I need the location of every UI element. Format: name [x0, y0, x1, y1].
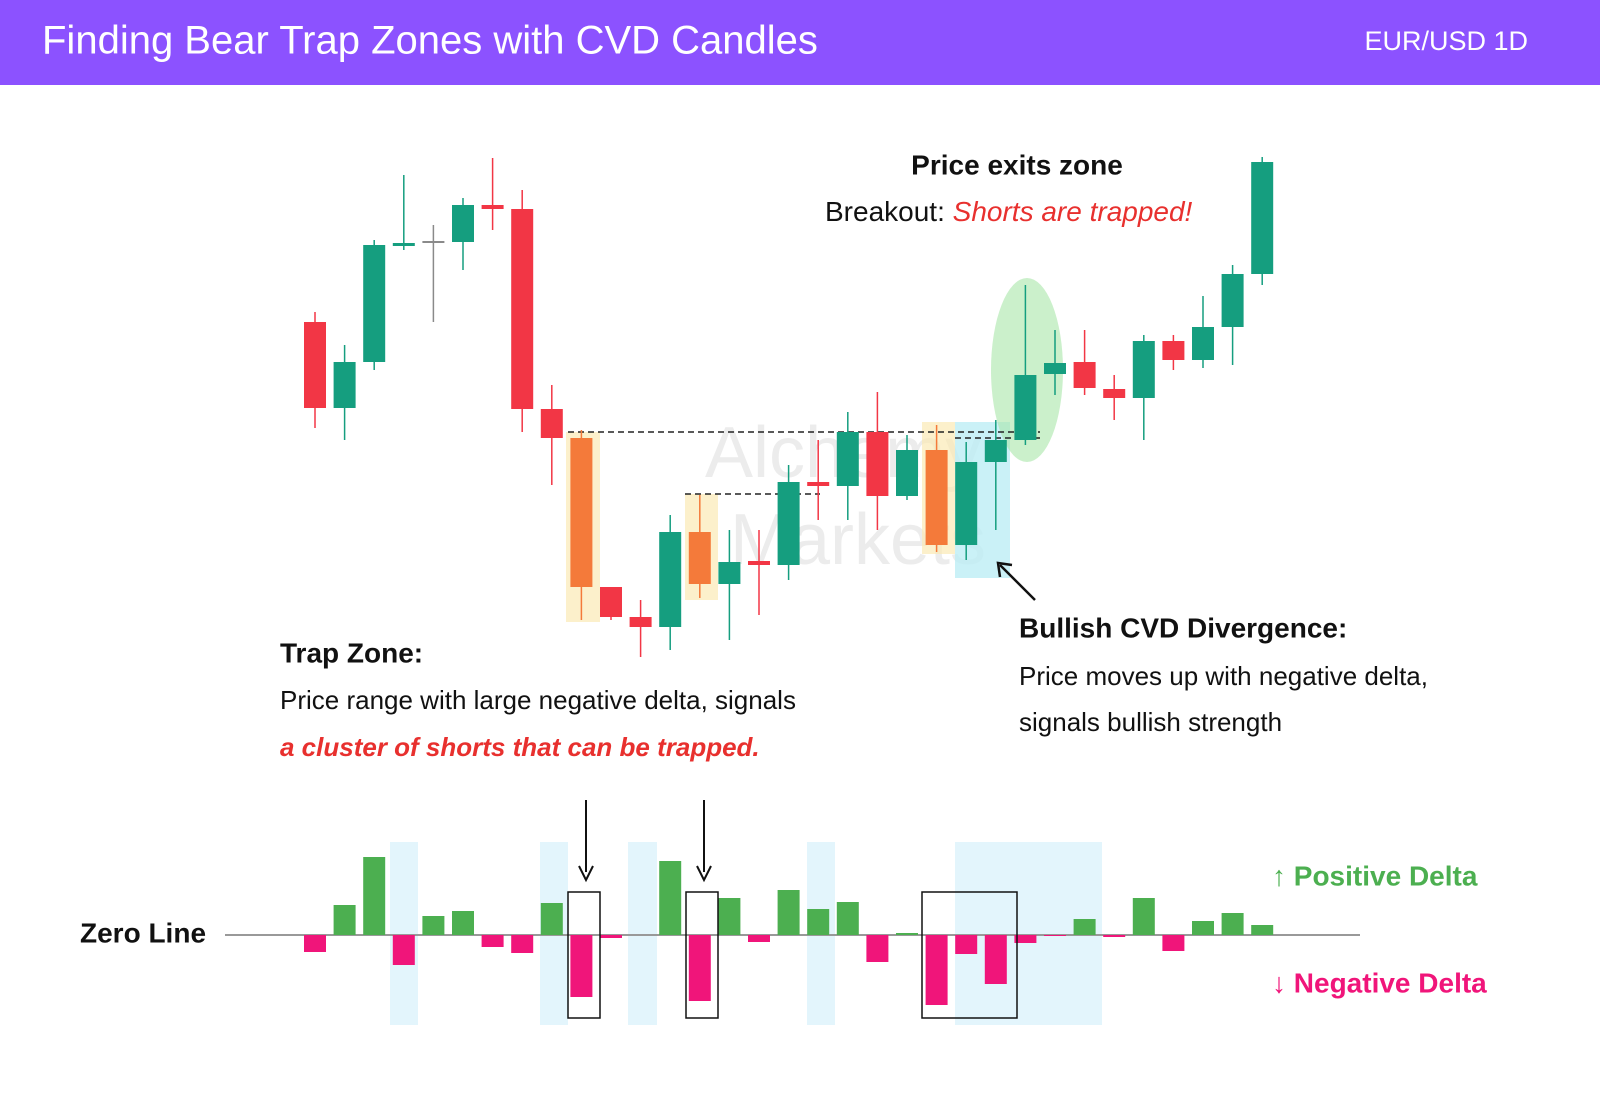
- annotation-emphasis: Shorts are trapped!: [953, 196, 1193, 227]
- delta-bar: [1221, 913, 1244, 935]
- delta-bar: [777, 890, 800, 935]
- arrow: [999, 564, 1036, 601]
- candle-body: [629, 617, 652, 627]
- candle-body: [1221, 274, 1244, 327]
- candle-body: [866, 432, 889, 496]
- delta-bar: [925, 935, 948, 1005]
- delta-bar: [748, 935, 770, 942]
- annotation-title: Price exits zone: [911, 149, 1123, 180]
- candle-body: [363, 245, 386, 362]
- overlays: [567, 561, 1036, 1019]
- marks: [225, 157, 1360, 1005]
- arrow-head: [578, 865, 594, 883]
- candle-body: [748, 561, 770, 565]
- arrow-head: [696, 865, 712, 883]
- delta-bar: [718, 898, 741, 935]
- delta-bar: [363, 857, 386, 935]
- candle-body: [481, 205, 504, 209]
- candle-body: [925, 450, 948, 545]
- candle-body: [659, 532, 682, 627]
- backgrounds: Alchemy Markets: [390, 278, 1102, 1025]
- delta-bar: [1192, 921, 1214, 935]
- candle-body: [718, 562, 741, 584]
- delta-bar: [1103, 935, 1126, 937]
- legend-positive: ↑ Positive Delta: [1272, 860, 1478, 891]
- delta-bar: [836, 902, 859, 935]
- legend-negative: ↓ Negative Delta: [1272, 967, 1487, 998]
- zero-line-label: Zero Line: [80, 917, 206, 948]
- delta-bar: [659, 861, 682, 935]
- delta-bar: [866, 935, 889, 962]
- delta-box: [921, 891, 1018, 1019]
- candle-body: [1044, 363, 1066, 374]
- delta-bar: [422, 916, 445, 935]
- delta-bar: [452, 911, 474, 935]
- delta-bar: [896, 933, 918, 935]
- candle-body: [1192, 327, 1214, 360]
- delta-bar: [807, 909, 830, 935]
- delta-bar: [688, 935, 711, 1001]
- candle-body: [807, 482, 830, 486]
- candle-body: [1014, 375, 1037, 440]
- candle-body: [777, 482, 800, 565]
- delta-bar: [481, 935, 504, 947]
- delta-bar: [540, 903, 563, 935]
- candle-body: [955, 462, 978, 545]
- title: Finding Bear Trap Zones with CVD Candles: [42, 19, 818, 63]
- annotation-title: Bullish CVD Divergence:: [1019, 612, 1347, 643]
- annotation-title: Trap Zone:: [280, 637, 423, 668]
- candle-body: [511, 209, 534, 409]
- candle-body: [452, 205, 474, 242]
- candle-body: [540, 409, 563, 438]
- delta-bar: [1251, 925, 1274, 935]
- candle-body: [688, 532, 711, 584]
- candle-body: [836, 432, 859, 486]
- candle-body: [1132, 341, 1155, 398]
- annotation-text: Breakout:: [825, 196, 953, 227]
- delta-bar: [333, 905, 356, 935]
- subtitle: EUR/USD 1D: [1364, 26, 1528, 56]
- header-bar: [0, 0, 1600, 85]
- candle-body: [896, 450, 918, 496]
- delta-bar: [1044, 935, 1066, 936]
- candle-body: [984, 440, 1007, 462]
- candle-body: [1251, 162, 1274, 274]
- annotation-text: Price range with large negative delta, s…: [280, 685, 796, 715]
- delta-highlight: [390, 842, 418, 1025]
- candle-body: [392, 243, 415, 246]
- candle-body: [333, 362, 356, 408]
- delta-bar: [392, 935, 415, 965]
- annotation-text: signals bullish strength: [1019, 707, 1282, 737]
- annotation-emphasis: a cluster of shorts that can be trapped.: [280, 732, 760, 762]
- candle-body: [570, 438, 593, 587]
- delta-bar: [600, 935, 622, 938]
- delta-bar: [1014, 935, 1037, 943]
- arrow-head: [996, 561, 1013, 578]
- delta-bar: [570, 935, 593, 997]
- delta-bar: [984, 935, 1007, 984]
- delta-bar: [955, 935, 978, 954]
- breakout-highlight: [991, 278, 1063, 462]
- delta-highlight: [628, 842, 657, 1025]
- delta-bar: [1073, 919, 1096, 935]
- delta-box: [685, 891, 719, 1019]
- delta-bar: [1132, 898, 1155, 935]
- delta-bar: [511, 935, 534, 953]
- candle-body: [1073, 362, 1096, 388]
- candle-body: [600, 587, 622, 617]
- candle-body: [304, 322, 326, 408]
- delta-bar: [1162, 935, 1185, 951]
- candle-body: [1162, 341, 1185, 360]
- annotation-text: Price moves up with negative delta,: [1019, 661, 1428, 691]
- candle-body: [422, 241, 445, 243]
- delta-bar: [304, 935, 326, 952]
- annotation: Breakout: Shorts are trapped!: [825, 196, 1193, 227]
- delta-box: [567, 891, 601, 1019]
- candle-body: [1103, 389, 1126, 398]
